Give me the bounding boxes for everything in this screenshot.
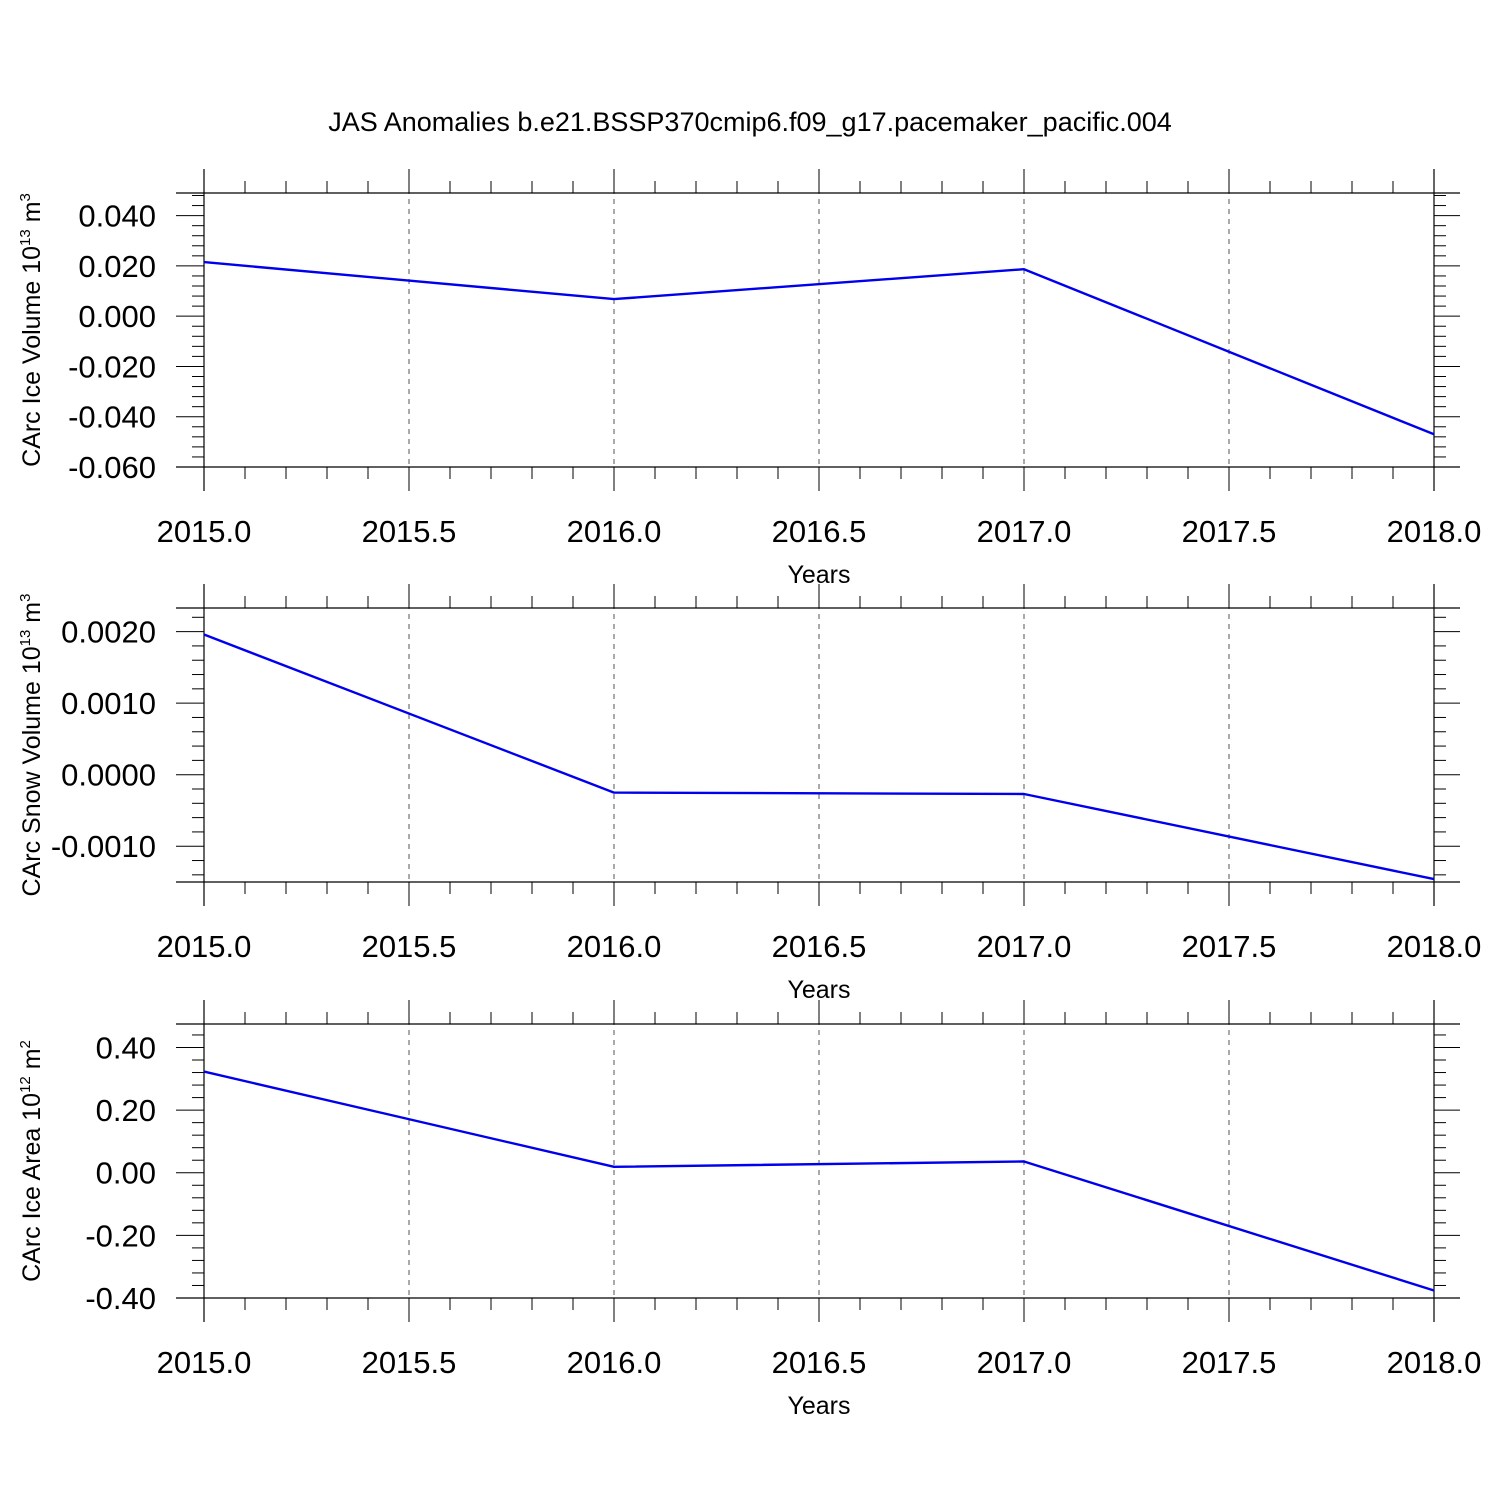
chart-panel: 2015.0 2015.5 2016.0 2016.5 2017.0 2017.5 2018…	[17, 584, 1481, 1004]
x-tick-label: 2016.5	[772, 1345, 867, 1380]
x-tick-label: 2017.0	[977, 929, 1072, 964]
y-tick-label: 0.0020	[61, 615, 156, 650]
y-tick-label: -0.0010	[51, 829, 156, 864]
x-tick-label: 2015.5	[362, 514, 457, 549]
x-tick-label: 2016.5	[772, 929, 867, 964]
x-axis-label: Years	[787, 1392, 850, 1420]
x-tick-label: 2016.0	[567, 1345, 662, 1380]
x-tick-label: 2016.5	[772, 514, 867, 549]
y-axis-label: CArc Ice Area 1012 m2	[17, 1040, 46, 1282]
x-tick-label: 2017.0	[977, 1345, 1072, 1380]
chart-panels: 2015.0 2015.5 2016.0 2016.5 2017.0 2017.5 2018…	[17, 169, 1481, 1420]
y-tick-label: -0.060	[68, 450, 156, 485]
series-line	[203, 260, 1435, 436]
y-tick-label: 0.40	[96, 1030, 156, 1065]
x-tick-label: 2017.0	[977, 514, 1072, 549]
x-axis-label: Years	[787, 976, 850, 1004]
x-tick-label: 2017.5	[1182, 1345, 1277, 1380]
chart-panel: 2015.0 2015.5 2016.0 2016.5 2017.0 2017.5 2018…	[17, 1000, 1481, 1420]
y-axis-label: CArc Ice Volume 1013 m3	[17, 193, 46, 467]
series-line	[203, 1070, 1435, 1292]
y-tick-label: -0.40	[85, 1281, 156, 1316]
x-tick-label: 2017.5	[1182, 929, 1277, 964]
y-tick-label: -0.020	[68, 349, 156, 384]
y-tick-label: -0.040	[68, 400, 156, 435]
y-tick-label: 0.000	[78, 299, 156, 334]
y-tick-label: 0.040	[78, 199, 156, 234]
x-tick-label: 2015.0	[157, 514, 252, 549]
x-tick-label: 2018.0	[1387, 1345, 1482, 1380]
chart-panel: 2015.0 2015.5 2016.0 2016.5 2017.0 2017.5 2018…	[17, 169, 1481, 589]
x-tick-label: 2017.5	[1182, 514, 1277, 549]
y-tick-label: 0.020	[78, 249, 156, 284]
y-tick-label: 0.20	[96, 1093, 156, 1128]
figure-title: JAS Anomalies b.e21.BSSP370cmip6.f09_g17…	[328, 107, 1172, 137]
y-tick-label: 0.0000	[61, 758, 156, 793]
x-tick-label: 2015.5	[362, 929, 457, 964]
x-tick-label: 2018.0	[1387, 514, 1482, 549]
x-tick-label: 2018.0	[1387, 929, 1482, 964]
x-tick-label: 2015.0	[157, 929, 252, 964]
y-tick-label: 0.00	[96, 1156, 156, 1191]
x-tick-label: 2016.0	[567, 514, 662, 549]
x-tick-label: 2016.0	[567, 929, 662, 964]
y-tick-label: 0.0010	[61, 686, 156, 721]
y-axis-label: CArc Snow Volume 1013 m3	[17, 594, 46, 897]
series-line	[203, 633, 1435, 881]
y-tick-label: -0.20	[85, 1218, 156, 1253]
x-tick-label: 2015.0	[157, 1345, 252, 1380]
x-tick-label: 2015.5	[362, 1345, 457, 1380]
